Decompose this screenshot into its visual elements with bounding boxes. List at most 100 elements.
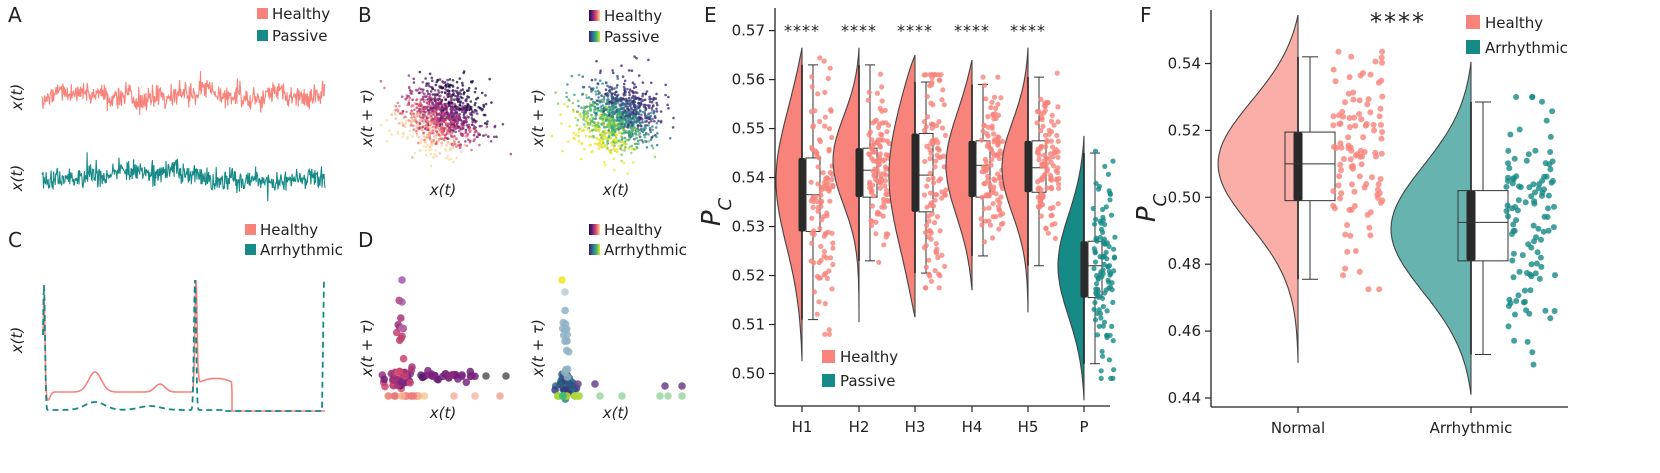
scatter-point [606, 146, 609, 150]
scatter-point [615, 150, 619, 154]
scatter-point [386, 140, 389, 143]
data-point [1379, 197, 1386, 204]
data-point [1359, 153, 1365, 160]
data-point [1377, 105, 1384, 112]
data-point [830, 245, 836, 251]
data-point [931, 180, 937, 186]
data-point [996, 226, 1002, 232]
violin-h5 [1001, 47, 1062, 313]
data-point [880, 137, 886, 143]
scatter-point [653, 120, 656, 123]
scatter-point [474, 126, 477, 129]
scatter-point [647, 121, 651, 124]
data-point [939, 189, 945, 195]
scatter-point [446, 78, 449, 82]
panel-a-ylabel-passive: x(t) [8, 165, 26, 192]
scatter-point [649, 138, 653, 141]
scatter-point [586, 121, 589, 125]
data-point [865, 97, 871, 103]
data-point [1055, 154, 1061, 160]
scatter-point [627, 108, 631, 112]
scatter-point [606, 98, 609, 101]
scatter-point [462, 91, 466, 94]
scatter-point [457, 125, 461, 128]
scatter-point [611, 118, 615, 121]
scatter-point [655, 110, 659, 113]
scatter-point [454, 94, 457, 98]
scatter-point [647, 124, 650, 127]
violin-shape [1390, 61, 1472, 395]
data-point [1099, 348, 1105, 355]
scatter-point [633, 55, 636, 58]
scatter-point [421, 97, 425, 101]
scatter-point [430, 139, 433, 143]
data-point [928, 82, 935, 88]
scatter-point [467, 86, 471, 90]
scatter-point [657, 119, 660, 123]
legend-f-healthy: Healthy [1485, 14, 1543, 32]
data-point [939, 252, 945, 258]
scatter-point [591, 380, 599, 388]
scatter-point [454, 89, 457, 93]
scatter-point [636, 127, 639, 130]
data-point [979, 194, 985, 200]
scatter-point [576, 118, 580, 122]
y-tick-label: 0.56 [732, 71, 765, 89]
data-point [1525, 151, 1532, 158]
scatter-point [581, 85, 585, 89]
violin-shape [945, 59, 973, 291]
scatter-point [408, 129, 412, 133]
data-point [1507, 131, 1514, 138]
data-point [1091, 221, 1098, 227]
scatter-point [424, 153, 428, 157]
scatter-point [456, 86, 460, 90]
scatter-point [606, 142, 610, 145]
data-point [1038, 96, 1044, 102]
data-point [1111, 255, 1117, 261]
scatter-point [590, 87, 593, 90]
data-point [1528, 244, 1535, 251]
scatter-point [428, 122, 432, 125]
scatter-point [623, 149, 626, 152]
violin-shape [775, 47, 803, 362]
scatter-point [462, 113, 466, 117]
scatter-point [431, 141, 434, 145]
scatter-point [627, 100, 630, 104]
scatter-point [438, 78, 442, 81]
data-point [1364, 101, 1371, 108]
data-point [1365, 286, 1372, 293]
panel-d-xlabel-right: x(t) [602, 404, 629, 422]
scatter-point [601, 104, 604, 107]
data-point [1528, 261, 1535, 268]
data-point [822, 123, 828, 129]
scatter-point [459, 92, 463, 96]
scatter-point [608, 86, 611, 89]
data-point [1548, 179, 1555, 186]
scatter-point [629, 135, 633, 138]
scatter-point [453, 134, 456, 138]
scatter-point [402, 131, 406, 135]
data-point [1344, 248, 1351, 255]
data-point [1532, 270, 1539, 277]
scatter-point [625, 142, 628, 146]
scatter-point [631, 100, 635, 103]
scatter-point [415, 106, 419, 109]
data-point [1338, 190, 1345, 197]
scatter-point [409, 392, 418, 400]
scatter-point [478, 143, 481, 147]
scatter-point [427, 84, 431, 88]
scatter-point [464, 110, 467, 114]
data-point [869, 203, 876, 209]
data-point [866, 132, 872, 138]
data-point [1367, 209, 1374, 216]
data-point [926, 271, 932, 277]
scatter-point [607, 129, 610, 132]
data-point [1112, 234, 1118, 240]
data-point [825, 229, 831, 235]
scatter-point [607, 121, 610, 124]
panel-d-ylabel-right: x(t + τ) [529, 319, 547, 378]
scatter-point [602, 109, 605, 113]
data-point [1056, 185, 1062, 191]
data-point [993, 191, 999, 197]
violin-p [1057, 135, 1118, 401]
